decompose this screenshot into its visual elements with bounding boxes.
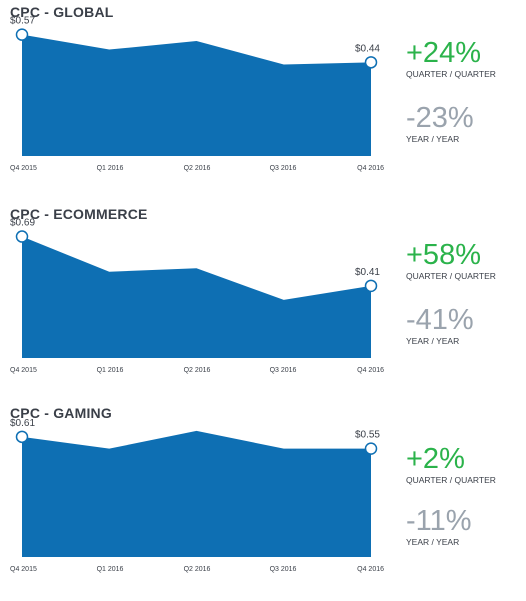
data-label-first: $0.61 <box>10 418 35 429</box>
x-tick-label: Q4 2015 <box>10 566 37 573</box>
area-series <box>22 430 371 557</box>
stat-value: -41% <box>406 304 474 336</box>
data-point-last <box>364 442 378 455</box>
data-point-first <box>15 28 29 41</box>
x-tick-label: Q2 2016 <box>184 165 211 172</box>
stat-caption: YEAR / YEAR <box>406 537 460 547</box>
x-tick-label: Q4 2015 <box>10 165 37 172</box>
stat-value: +58% <box>406 239 481 271</box>
x-tick-label: Q4 2016 <box>357 566 384 573</box>
area-series <box>22 236 371 358</box>
stat-value: -11% <box>406 505 472 537</box>
stat-caption: YEAR / YEAR <box>406 336 460 346</box>
x-tick-label: Q3 2016 <box>270 367 297 374</box>
x-tick-label: Q2 2016 <box>184 367 211 374</box>
chart-panel-ecommerce: $0.69 $0.41 Q4 2015 Q1 2016 Q2 2016 Q3 2016 Q4… <box>0 202 526 402</box>
data-label-last: $0.41 <box>355 267 380 278</box>
stat-year-over-year: -41% YEAR / YEAR <box>406 305 474 347</box>
stat-caption: QUARTER / QUARTER <box>406 475 496 485</box>
stat-year-over-year: -11% YEAR / YEAR <box>406 506 472 548</box>
area-series <box>22 34 371 157</box>
data-label-first: $0.57 <box>10 16 35 27</box>
stat-value: +24% <box>406 37 481 69</box>
area-chart-ecommerce: $0.69 $0.41 Q4 2015 Q1 2016 Q2 2016 Q3 2016 Q4… <box>10 218 384 374</box>
data-point-last <box>364 56 378 69</box>
data-point-first <box>15 230 29 243</box>
data-label-last: $0.44 <box>355 43 380 54</box>
x-tick-label: Q1 2016 <box>97 367 124 374</box>
stat-year-over-year: -23% YEAR / YEAR <box>406 103 474 145</box>
stat-quarter-over-quarter: +58% QUARTER / QUARTER <box>406 240 496 282</box>
stat-value: -23% <box>406 102 474 134</box>
stat-value: +2% <box>406 443 465 475</box>
x-tick-label: Q3 2016 <box>270 566 297 573</box>
stat-caption: QUARTER / QUARTER <box>406 69 496 79</box>
data-label-first: $0.69 <box>10 218 35 229</box>
x-tick-label: Q4 2015 <box>10 367 37 374</box>
x-tick-label: Q3 2016 <box>270 165 297 172</box>
x-tick-label: Q1 2016 <box>97 566 124 573</box>
area-chart-gaming: $0.61 $0.55 Q4 2015 Q1 2016 Q2 2016 Q3 2016 Q4… <box>10 418 384 573</box>
stat-quarter-over-quarter: +2% QUARTER / QUARTER <box>406 444 496 486</box>
area-chart-global: $0.57 $0.44 Q4 2015 Q1 2016 Q2 2016 Q3 2016 Q4… <box>10 16 384 172</box>
chart-panel-gaming: $0.61 $0.55 Q4 2015 Q1 2016 Q2 2016 Q3 2016 Q4… <box>0 401 526 601</box>
stat-quarter-over-quarter: +24% QUARTER / QUARTER <box>406 38 496 80</box>
chart-panel-global: $0.57 $0.44 Q4 2015 Q1 2016 Q2 2016 Q3 2016 Q4… <box>0 0 526 200</box>
chart-title: CPC - GLOBAL <box>10 4 114 20</box>
chart-title: CPC - ECOMMERCE <box>10 206 148 222</box>
data-point-first <box>15 430 29 444</box>
data-label-last: $0.55 <box>355 430 380 441</box>
x-tick-label: Q4 2016 <box>357 165 384 172</box>
stat-caption: YEAR / YEAR <box>406 134 460 144</box>
chart-title: CPC - GAMING <box>10 405 112 421</box>
stat-caption: QUARTER / QUARTER <box>406 271 496 281</box>
x-tick-label: Q1 2016 <box>97 165 124 172</box>
x-tick-label: Q2 2016 <box>184 566 211 573</box>
data-point-last <box>364 279 378 293</box>
x-tick-label: Q4 2016 <box>357 367 384 374</box>
